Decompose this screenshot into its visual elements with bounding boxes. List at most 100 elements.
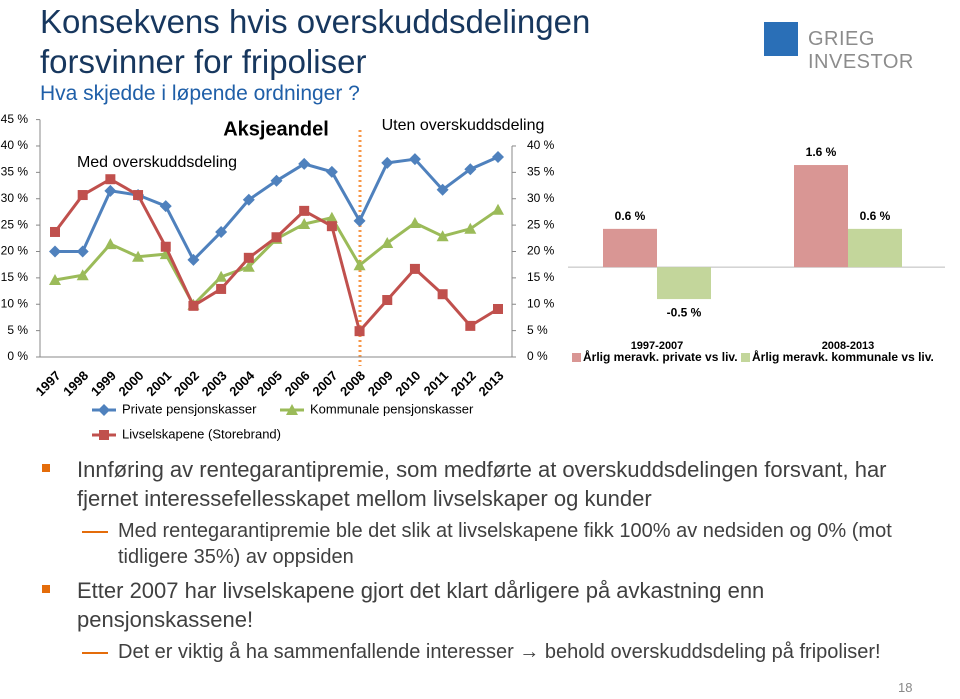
marker xyxy=(381,237,394,249)
x-tick-label: 1997 xyxy=(32,368,63,399)
y-tick-label: 20 % xyxy=(1,244,29,258)
line xyxy=(55,155,499,263)
marker xyxy=(436,230,449,242)
y2-tick-label: 0 % xyxy=(527,349,548,363)
x-tick-label: 2013 xyxy=(475,368,506,399)
sub-bullet: Med rentegarantipremie ble det slik at l… xyxy=(40,518,920,570)
marker xyxy=(286,404,298,415)
marker xyxy=(436,183,449,196)
marker xyxy=(242,260,255,272)
y2-tick-label: 30 % xyxy=(527,191,555,205)
x-tick-label: 2008 xyxy=(337,368,368,399)
marker xyxy=(99,430,109,440)
slide-subtitle: Hva skjedde i løpende ordninger ? xyxy=(40,82,360,105)
annotation: Aksjeandel xyxy=(223,118,329,140)
bullet: Etter 2007 har livselskapene gjort det k… xyxy=(40,576,920,634)
marker xyxy=(77,190,88,201)
marker xyxy=(408,217,421,229)
marker xyxy=(409,263,420,274)
legend-swatch xyxy=(572,353,581,362)
value-label: 0.6 % xyxy=(615,209,646,223)
y-tick-label: 10 % xyxy=(1,296,29,310)
x-tick-label: 2004 xyxy=(226,367,258,399)
marker xyxy=(50,226,60,237)
line xyxy=(53,177,499,335)
marker xyxy=(76,269,89,281)
x-tick-label: 2008-2013 xyxy=(822,340,875,352)
marker xyxy=(437,289,448,300)
x-tick-label: 2011 xyxy=(421,368,452,399)
marker xyxy=(353,259,366,271)
marker xyxy=(132,250,145,262)
marker xyxy=(188,300,199,311)
bar xyxy=(657,267,711,300)
charts: 0 % 5 % 10 % 15 % 20 % 25 % 30 % 35 % 40 % 45 % 0 … xyxy=(1,22,945,441)
marker xyxy=(408,153,421,166)
y2-tick-label: 20 % xyxy=(527,244,555,258)
marker xyxy=(325,165,338,178)
marker xyxy=(325,211,338,223)
value-label: 0.6 % xyxy=(860,209,891,223)
annotation: Med overskuddsdeling xyxy=(77,154,237,171)
y-tick-label: 30 % xyxy=(1,191,29,205)
value-label: -0.5 % xyxy=(667,305,702,319)
marker xyxy=(381,156,394,169)
bullet: Innføring av rentegarantipremie, som med… xyxy=(40,455,920,513)
legend-label: Private pensjonskasser xyxy=(122,401,257,416)
x-tick-label: 1998 xyxy=(60,368,91,399)
bar xyxy=(848,228,902,268)
bullet-list: Innføring av rentegarantipremie, som med… xyxy=(40,455,920,671)
marker xyxy=(160,241,171,252)
x-tick-label: 2009 xyxy=(365,368,396,399)
x-tick-label: 1997-2007 xyxy=(631,340,684,352)
y2-tick-label: 40 % xyxy=(527,138,555,152)
y-tick-label: 35 % xyxy=(1,165,29,179)
marker xyxy=(326,221,337,232)
y-tick-label: 40 % xyxy=(1,138,29,152)
marker xyxy=(133,190,144,201)
x-tick-label: 2002 xyxy=(171,368,202,399)
y-tick-label: 25 % xyxy=(1,217,29,231)
marker xyxy=(271,232,282,243)
x-tick-label: 2005 xyxy=(254,368,285,399)
marker xyxy=(382,295,393,306)
marker xyxy=(242,193,255,206)
marker xyxy=(465,320,476,331)
legend-label: Livselskapene (Storebrand) xyxy=(122,426,281,441)
marker xyxy=(215,225,228,238)
marker xyxy=(104,184,117,197)
legend-label: Årlig meravk. kommunale vs liv. xyxy=(752,349,934,364)
y-tick-label: 45 % xyxy=(1,112,29,126)
legend-label: Årlig meravk. private vs liv. xyxy=(583,349,738,364)
marker xyxy=(298,157,311,170)
marker xyxy=(353,214,366,227)
x-tick-label: 2001 xyxy=(143,368,174,399)
marker xyxy=(187,253,200,266)
y-tick-label: 0 % xyxy=(7,349,28,363)
y2-tick-label: 35 % xyxy=(527,165,555,179)
y2-tick-label: 25 % xyxy=(527,217,555,231)
marker xyxy=(49,273,61,285)
x-tick-label: 1999 xyxy=(88,368,119,399)
marker xyxy=(98,404,110,416)
marker xyxy=(354,326,365,337)
y-tick-label: 15 % xyxy=(1,270,29,284)
sub-bullet: Det er viktig å ha sammenfallende intere… xyxy=(40,639,920,665)
marker xyxy=(104,238,117,250)
slide-title: Konsekvens hvis overskuddsdelingen forsv… xyxy=(40,3,591,80)
marker xyxy=(492,203,504,215)
marker xyxy=(76,245,89,258)
x-tick-label: 2000 xyxy=(116,368,147,399)
y-tick-label: 5 % xyxy=(7,323,28,337)
value-label: 1.6 % xyxy=(806,145,837,159)
marker xyxy=(243,252,254,263)
x-tick-label: 2010 xyxy=(392,368,423,399)
marker xyxy=(464,163,477,176)
logo-text: GRIEG INVESTOR xyxy=(808,28,914,73)
marker xyxy=(105,174,116,185)
marker xyxy=(492,151,504,164)
legend-swatch xyxy=(741,353,750,362)
marker xyxy=(215,270,228,282)
y2-tick-label: 15 % xyxy=(527,270,555,284)
marker xyxy=(299,205,310,216)
